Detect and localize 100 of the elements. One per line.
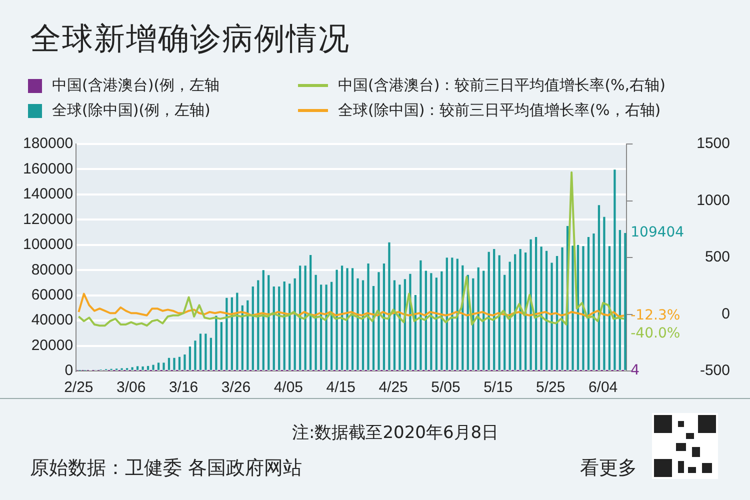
bar [435, 278, 438, 370]
bar [220, 322, 222, 370]
data-label: 4 [630, 362, 640, 379]
bar [393, 280, 396, 370]
bar [534, 236, 538, 370]
bar [582, 246, 584, 370]
x-tick-label: 3/06 [116, 379, 146, 396]
x-tick-label: 4/25 [378, 379, 408, 396]
y2-tick-label: -500 [700, 362, 730, 380]
bar [268, 275, 270, 370]
x-tick-label: 4/15 [326, 379, 356, 396]
bar [592, 234, 595, 370]
text: 注:数据截至2020年6月8日 [292, 422, 499, 444]
bar [572, 246, 574, 370]
bar [252, 286, 254, 370]
bar [351, 268, 354, 370]
bar [288, 284, 291, 370]
bar [356, 278, 359, 370]
y2-tick-label: 500 [704, 248, 730, 266]
bar [420, 260, 422, 370]
bar [272, 286, 275, 370]
y-tick-label: 0 [64, 362, 74, 380]
bar [215, 316, 218, 370]
bar [614, 170, 616, 370]
bar [618, 230, 622, 370]
bar [424, 270, 427, 370]
data-label: -40.0% [630, 325, 680, 342]
bar [178, 356, 181, 370]
bar [556, 256, 558, 370]
x-tick-label: 3/26 [221, 379, 251, 396]
y2-tick-label: 1500 [696, 135, 730, 152]
bar [336, 270, 338, 370]
bar [204, 334, 207, 370]
legend-label: 中国(含港澳台)：较前三日平均值增长率(%,右轴) [338, 76, 666, 95]
bar [188, 346, 192, 370]
bar [587, 236, 590, 370]
legend-label: 中国(含港澳台)(例，左轴 [52, 76, 220, 95]
bar [451, 258, 454, 370]
text: 看更多 [580, 456, 637, 481]
bar [262, 270, 264, 370]
y-tick-label: 100000 [22, 236, 74, 254]
bar [493, 249, 496, 370]
bar [168, 358, 170, 370]
bar [482, 270, 485, 370]
bar [136, 366, 139, 370]
y-tick-label: 180000 [22, 135, 74, 152]
y2-tick-label: 1000 [696, 192, 730, 209]
y-tick-label: 80000 [31, 261, 74, 278]
bar [603, 216, 606, 370]
chart-title: 全球新增确诊病例情况 [30, 20, 350, 59]
bar [283, 281, 286, 370]
bar [131, 367, 134, 370]
bar [294, 278, 296, 370]
bar [514, 254, 516, 370]
legend-label: 全球(除中国)(例，左轴) [52, 101, 210, 120]
bar [310, 254, 312, 370]
bar [184, 354, 186, 370]
bar [199, 334, 202, 370]
bar [157, 362, 160, 370]
y-tick-label: 140000 [22, 186, 74, 203]
y-tick-label: 120000 [22, 210, 74, 228]
bar [430, 273, 432, 370]
bar [162, 362, 165, 370]
bar [314, 274, 317, 370]
y-tick-label: 160000 [22, 160, 74, 178]
bar [508, 262, 511, 370]
bar [550, 262, 553, 370]
bar [304, 266, 306, 370]
bar [446, 258, 448, 370]
bar [346, 268, 348, 370]
bar [530, 239, 532, 370]
bar [498, 255, 500, 370]
x-tick-label: 3/16 [168, 379, 198, 396]
text: 原始数据：卫健委 各国政府网站 [30, 456, 302, 481]
bar [325, 284, 328, 370]
bar [173, 358, 176, 370]
bar [545, 250, 548, 370]
y2-tick-label: 0 [722, 305, 730, 322]
data-label: 109404 [630, 224, 684, 241]
bar [152, 364, 154, 370]
bar [477, 267, 480, 370]
bar [362, 280, 364, 370]
y-tick-label: 60000 [31, 286, 74, 304]
x-tick-label: 6/04 [588, 379, 618, 396]
bar [278, 286, 280, 370]
y-tick-label: 20000 [31, 336, 74, 354]
bar [146, 366, 150, 370]
bar [624, 233, 626, 370]
bar [210, 338, 212, 370]
x-tick-label: 5/25 [536, 379, 566, 396]
bar [388, 242, 390, 370]
legend-label: 全球(除中国)：较前三日平均值增长率(%，右轴) [338, 101, 661, 120]
x-tick-label: 4/05 [274, 379, 304, 396]
bar [382, 264, 386, 370]
x-tick-label: 2/25 [64, 379, 94, 396]
bar [194, 340, 196, 370]
bar [340, 266, 344, 370]
bar [299, 266, 302, 370]
y-tick-label: 40000 [31, 312, 74, 329]
bar [504, 274, 506, 370]
